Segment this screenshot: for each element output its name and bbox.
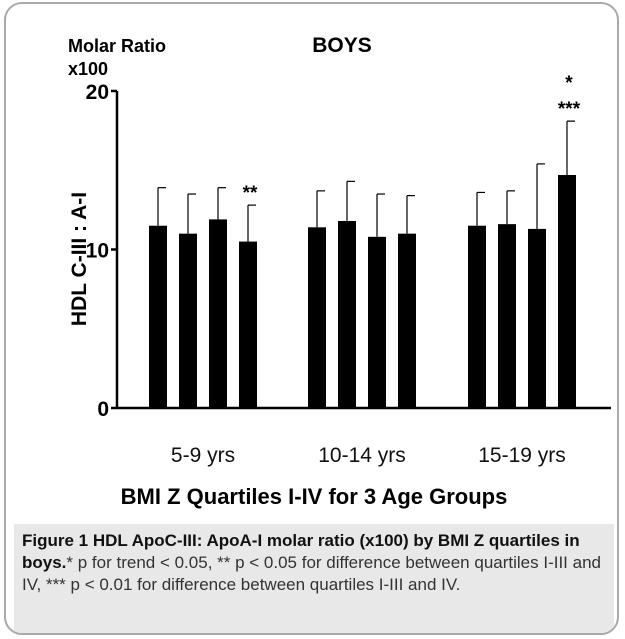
bar-15-19 yrs-q4 — [558, 175, 576, 408]
significance-annotation: ** — [243, 183, 258, 204]
x-tick-label-10-14 yrs: 10-14 yrs — [318, 444, 406, 467]
bar-chart: Molar Ratio x100 BOYS HDL C-III : A-I BM… — [68, 34, 611, 509]
bar-5-9 yrs-q2 — [179, 233, 197, 408]
significance-annotation: * — [565, 73, 573, 94]
figure-caption: Figure 1 HDL ApoC-III: ApoA-I molar rati… — [14, 524, 614, 633]
caption-bold-text: HDL ApoC-III: ApoA-I molar ratio (x100) … — [22, 531, 580, 572]
x-tick-label-15-19 yrs: 15-19 yrs — [478, 444, 566, 467]
caption-label: Figure 1 — [22, 531, 89, 550]
bar-5-9 yrs-q3 — [209, 219, 227, 408]
chart-title: BOYS — [312, 34, 372, 57]
y-unit-label-line1: Molar Ratio — [68, 36, 166, 56]
x-axis-label: BMI Z Quartiles I-IV for 3 Age Groups — [121, 484, 508, 509]
y-axis-label: HDL C-III : A-I — [68, 192, 91, 326]
significance-annotation: *** — [558, 99, 581, 120]
bar-10-14 yrs-q2 — [338, 220, 356, 408]
x-tick-label-5-9 yrs: 5-9 yrs — [171, 444, 235, 467]
bar-15-19 yrs-q2 — [498, 224, 516, 408]
annotations-group: ****** — [243, 73, 581, 204]
bar-5-9 yrs-q4 — [239, 241, 257, 408]
bar-5-9 yrs-q1 — [149, 225, 167, 408]
bar-15-19 yrs-q1 — [468, 225, 486, 408]
bar-10-14 yrs-q1 — [308, 227, 326, 408]
bars-group — [149, 120, 576, 408]
bar-10-14 yrs-q3 — [368, 236, 386, 408]
y-unit-label-line2: x100 — [68, 59, 108, 79]
bar-15-19 yrs-q3 — [528, 228, 546, 408]
y-tick-label-0: 0 — [97, 398, 109, 421]
x-tick-labels: 5-9 yrs 10-14 yrs 15-19 yrs — [171, 444, 566, 467]
caption-text: * p for trend < 0.05, ** p < 0.05 for di… — [22, 553, 601, 594]
bar-10-14 yrs-q4 — [398, 233, 416, 408]
y-tick-label-20: 20 — [86, 81, 109, 104]
figure-frame: Molar Ratio x100 BOYS HDL C-III : A-I BM… — [4, 2, 619, 635]
y-tick-label-10: 10 — [86, 240, 109, 263]
